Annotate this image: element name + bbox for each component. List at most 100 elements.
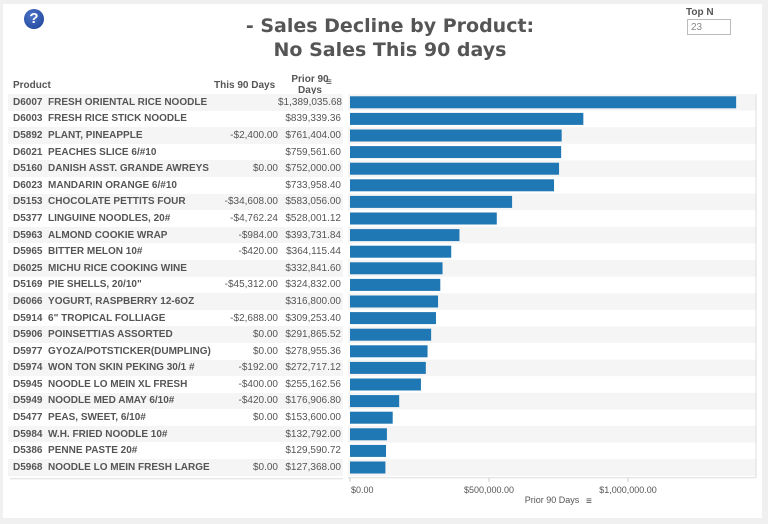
bar[interactable] — [350, 162, 560, 175]
x-tick-label: $500,000.00 — [464, 485, 514, 495]
product-name: D6025 MICHU RICE COOKING WINE — [8, 263, 208, 274]
bar[interactable] — [350, 262, 443, 275]
table-row[interactable]: D5153 CHOCOLATE PETTITS FOUR -$34,608.00 $… — [8, 193, 343, 211]
bar[interactable] — [350, 295, 439, 308]
product-label: ALMOND COOKIE WRAP — [48, 229, 168, 241]
prior-90-days-value: $364,115.44 — [286, 246, 341, 258]
table-row[interactable]: D6003 FRESH RICE STICK NOODLE $839,339.36 — [8, 111, 343, 128]
bar[interactable] — [350, 278, 441, 291]
product-code: D5153 — [13, 196, 43, 208]
prior-90-days-value: $752,000.00 — [285, 163, 341, 175]
bar[interactable] — [350, 444, 387, 457]
product-label: MANDARIN ORANGE 6/#10 — [48, 179, 177, 191]
bar[interactable] — [350, 312, 436, 325]
table-row[interactable]: D5377 LINGUINE NOODLES, 20# -$4,762.24 $52… — [8, 210, 343, 227]
product-code: D5169 — [13, 279, 43, 291]
table-row[interactable]: D6007 FRESH ORIENTAL RICE NOODLE $1,389,0… — [8, 94, 343, 111]
product-name: D5945 NOODLE LO MEIN XL FRESH — [8, 379, 208, 390]
bar[interactable] — [350, 112, 584, 125]
this-90-days-value: -$2,400.00 — [230, 129, 278, 141]
bar[interactable] — [350, 96, 737, 109]
table-row[interactable]: D6025 MICHU RICE COOKING WINE $332,841.60 — [8, 259, 343, 277]
product-name: D5965 BITTER MELON 10# — [8, 246, 208, 257]
this-90-days-value: -$2,688.00 — [230, 312, 278, 324]
col-header-this-90-days[interactable]: This 90 Days — [214, 80, 276, 91]
bar[interactable] — [350, 411, 393, 424]
product-name: D6066 YOGURT, RASPBERRY 12-6OZ — [8, 296, 208, 307]
prior-90-days-value: $733,958.40 — [285, 179, 341, 191]
bar[interactable] — [350, 361, 426, 374]
table-row[interactable]: D5977 GYOZA/POTSTICKER(DUMPLING) $0.00 $27… — [8, 343, 343, 360]
table-row[interactable]: D5892 PLANT, PINEAPPLE -$2,400.00 $761,404… — [8, 127, 343, 144]
prior-90-days-value: $839,339.36 — [285, 113, 341, 125]
table-row[interactable]: D5945 NOODLE LO MEIN XL FRESH -$400.00 $25… — [8, 376, 343, 393]
table-row[interactable]: D5965 BITTER MELON 10# -$420.00 $364,115.4… — [8, 243, 343, 260]
bar[interactable] — [350, 229, 460, 242]
help-icon[interactable]: ? — [24, 9, 44, 29]
col-header-prior-90-days[interactable]: Prior 90 Days — [290, 74, 330, 96]
table-row[interactable]: D5160 DANISH ASST. GRANDE AWREYS $0.00 $75… — [8, 160, 343, 177]
prior-90-days-value: $761,404.00 — [285, 129, 341, 141]
bar[interactable] — [350, 328, 432, 341]
product-label: CHOCOLATE PETTITS FOUR — [48, 196, 186, 208]
table-row[interactable]: D6021 PEACHES SLICE 6/#10 $759,561.60 — [8, 144, 343, 161]
this-90-days-value: -$192.00 — [238, 362, 278, 374]
product-name: D6007 FRESH ORIENTAL RICE NOODLE — [8, 97, 208, 108]
product-code: D6003 — [13, 113, 43, 125]
bar[interactable] — [350, 146, 562, 159]
bar[interactable] — [350, 212, 497, 225]
table-row[interactable]: D5984 W.H. FRIED NOODLE 10# $132,792.00 — [8, 425, 343, 443]
bar[interactable] — [350, 195, 513, 208]
product-code: D6025 — [13, 262, 43, 274]
col-header-product[interactable]: Product — [13, 80, 51, 91]
product-code: D5974 — [13, 362, 43, 374]
product-code: D5965 — [13, 246, 43, 258]
product-name: D5984 W.H. FRIED NOODLE 10# — [8, 429, 208, 440]
bar[interactable] — [350, 378, 421, 391]
prior-90-days-value: $316,800.00 — [285, 295, 341, 307]
product-label: PENNE PASTE 20# — [48, 445, 138, 457]
table-row[interactable]: D5477 PEAS, SWEET, 6/10# $0.00 $153,600.00 — [8, 409, 343, 426]
top-n-input[interactable] — [687, 19, 731, 35]
prior-90-days-value: $127,368.00 — [285, 461, 341, 473]
table-row[interactable]: D6023 MANDARIN ORANGE 6/#10 $733,958.40 — [8, 177, 343, 194]
product-label: FRESH ORIENTAL RICE NOODLE — [48, 96, 208, 108]
this-90-days-value: $0.00 — [252, 329, 278, 341]
product-code: D6066 — [13, 295, 43, 307]
product-name: D6023 MANDARIN ORANGE 6/#10 — [8, 180, 208, 191]
prior-90-days-value: $324,832.00 — [285, 279, 341, 291]
product-label: YOGURT, RASPBERRY 12-6OZ — [48, 295, 195, 307]
table-row[interactable]: D5968 NOODLE LO MEIN FRESH LARGE $0.00 $12… — [8, 459, 343, 476]
bar[interactable] — [350, 395, 400, 408]
bar[interactable] — [350, 345, 428, 358]
table-row[interactable]: D5386 PENNE PASTE 20# $129,590.72 — [8, 442, 343, 459]
product-name: D5968 NOODLE LO MEIN FRESH LARGE — [8, 462, 210, 473]
table-row[interactable]: D5906 POINSETTIAS ASSORTED $0.00 $291,865.… — [8, 326, 343, 343]
product-label: GYOZA/POTSTICKER(DUMPLING) — [48, 345, 211, 357]
col-header-prior-label: Prior 90 Days — [291, 74, 329, 96]
table-row[interactable]: D5914 6" TROPICAL FOLLIAGE -$2,688.00 $309… — [8, 310, 343, 327]
table-row[interactable]: D5169 PIE SHELLS, 20/10" -$45,312.00 $324,… — [8, 277, 343, 294]
table-row[interactable]: D5974 WON TON SKIN PEKING 30/1 # -$192.00… — [8, 359, 343, 377]
bar[interactable] — [350, 129, 562, 142]
table-row[interactable]: D5949 NOODLE MED AMAY 6/10# -$420.00 $176,… — [8, 392, 343, 410]
product-label: NOODLE LO MEIN XL FRESH — [48, 378, 188, 390]
bar[interactable] — [350, 461, 386, 474]
row-stripe — [348, 326, 756, 343]
bar[interactable] — [350, 179, 555, 192]
table-row[interactable]: D6066 YOGURT, RASPBERRY 12-6OZ $316,800.0… — [8, 293, 343, 310]
bar[interactable] — [350, 428, 387, 441]
product-code: D5892 — [13, 129, 43, 141]
row-stripe — [348, 260, 756, 277]
table-row[interactable]: D5963 ALMOND COOKIE WRAP -$984.00 $393,731… — [8, 226, 343, 244]
product-code: D5477 — [13, 412, 43, 424]
product-code: D5977 — [13, 345, 43, 357]
this-90-days-value: $0.00 — [252, 412, 278, 424]
product-name: D5153 CHOCOLATE PETTITS FOUR — [8, 196, 208, 207]
bar[interactable] — [350, 245, 452, 258]
sort-descending-icon[interactable]: ≡ — [326, 77, 332, 88]
sort-icon-axis[interactable]: ≡ — [586, 496, 592, 507]
prior-90-days-value: $129,590.72 — [285, 445, 341, 457]
row-stripe — [348, 293, 756, 310]
product-code: D5386 — [13, 445, 43, 457]
